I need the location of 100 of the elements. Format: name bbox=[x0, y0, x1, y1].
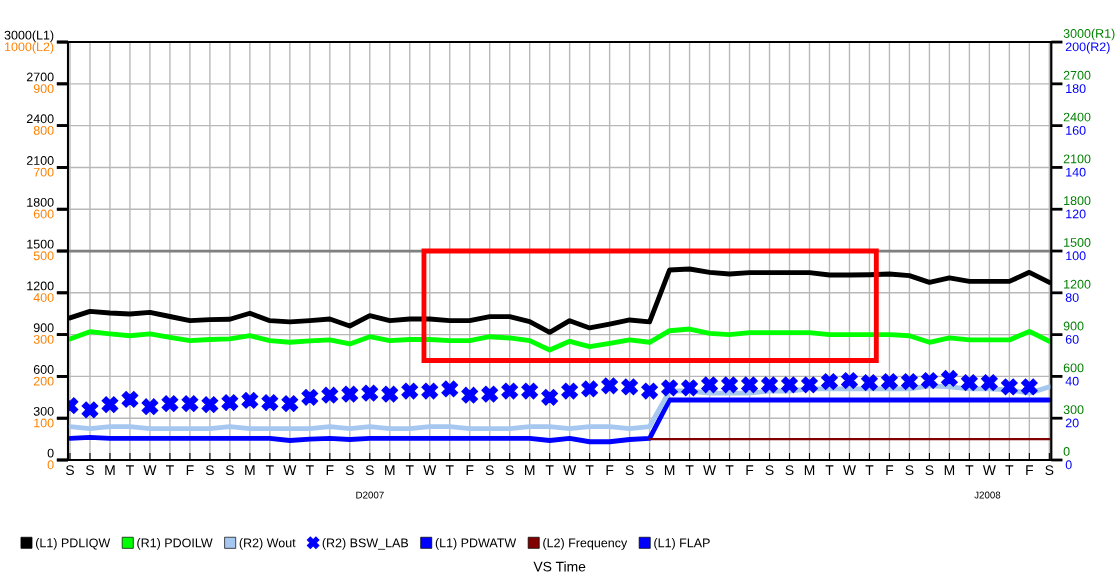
text: VS Time bbox=[533, 561, 586, 572]
x-tick-label: T bbox=[265, 465, 274, 475]
x-tick-label: S bbox=[225, 465, 234, 476]
y-tick-label: 600 bbox=[33, 365, 54, 374]
x-tick-label: F bbox=[186, 465, 194, 475]
text: 2700 bbox=[1063, 70, 1091, 80]
x-tick-label: S bbox=[785, 465, 794, 476]
x-tick-label: F bbox=[886, 465, 894, 475]
x-tick-label: M bbox=[245, 465, 255, 475]
y-tick-label: 2100 bbox=[26, 156, 54, 165]
x-tick-label: T bbox=[545, 465, 554, 475]
legend-label: (L1) PDLIQW bbox=[36, 538, 111, 550]
x-tick-label: S bbox=[1045, 465, 1054, 476]
y2-tick-label: 200(R2) bbox=[1065, 42, 1110, 54]
y-tick-label: 0 bbox=[47, 448, 54, 458]
x-tick-label: T bbox=[305, 465, 314, 475]
text: J2008 bbox=[974, 491, 1001, 499]
y3-tick-label: 1000(L2) bbox=[5, 42, 54, 54]
y-tick-label: 1500 bbox=[27, 239, 54, 249]
y-tick-label: 3000(L1) bbox=[4, 30, 54, 43]
x-tick-label: W bbox=[982, 465, 996, 475]
x-tick-label: F bbox=[606, 465, 614, 475]
text: 1200 bbox=[1064, 279, 1091, 289]
x-tick-label: S bbox=[205, 465, 214, 476]
y2-tick-label: 140 bbox=[1066, 167, 1086, 177]
y3-tick-label: 500 bbox=[33, 251, 54, 261]
x-tick-label: S bbox=[645, 465, 654, 476]
x-tick-label: S bbox=[485, 465, 494, 476]
y-tick-label: 900 bbox=[33, 323, 54, 333]
legend-label: (L2) Frequency bbox=[543, 538, 628, 550]
x-tick-label: S bbox=[905, 465, 914, 476]
x-tick-label: W bbox=[842, 465, 856, 475]
y2-tick-label: 120 bbox=[1066, 209, 1086, 219]
x-tick-label: T bbox=[685, 465, 694, 475]
text: 2100 bbox=[1063, 154, 1091, 164]
text: 900 bbox=[1063, 321, 1084, 331]
x-tick-label: S bbox=[365, 465, 374, 476]
y-tick-label: 1800 bbox=[27, 197, 54, 207]
x-tick-label: M bbox=[525, 465, 535, 475]
y2-tick-label: 0 bbox=[1065, 460, 1072, 470]
y2-tick-label: 180 bbox=[1066, 84, 1086, 94]
legend-label: (R2) BSW_LAB bbox=[322, 538, 409, 550]
x-tick-label: T bbox=[405, 465, 414, 475]
x-tick-label: F bbox=[466, 465, 474, 475]
x-tick-label: M bbox=[944, 465, 955, 475]
x-tick-label: S bbox=[65, 465, 74, 476]
y3-tick-label: 700 bbox=[33, 167, 54, 177]
text: 0 bbox=[1063, 447, 1070, 456]
y2-tick-label: 40 bbox=[1065, 376, 1079, 386]
x-tick-label: M bbox=[105, 465, 115, 475]
y2-tick-label: 60 bbox=[1065, 334, 1079, 344]
x-tick-label: T bbox=[126, 465, 134, 475]
text: 1800 bbox=[1064, 196, 1091, 206]
x-tick-label: T bbox=[825, 465, 834, 475]
y2-tick-label: 100 bbox=[1066, 251, 1086, 261]
y3-tick-label: 100 bbox=[34, 418, 54, 428]
x-tick-label: W bbox=[283, 465, 297, 475]
x-tick-label: W bbox=[423, 465, 437, 475]
x-tick-label: W bbox=[703, 465, 717, 475]
x-tick-label: T bbox=[865, 465, 874, 475]
legend-label: (R2) Wout bbox=[239, 538, 296, 550]
x-tick-label: S bbox=[505, 465, 514, 476]
x-tick-label: M bbox=[385, 465, 395, 475]
text: 1500 bbox=[1064, 238, 1091, 247]
x-tick-label: W bbox=[563, 465, 577, 475]
y3-tick-label: 400 bbox=[33, 293, 54, 302]
x-tick-label: T bbox=[585, 465, 594, 475]
y3-tick-label: 200 bbox=[33, 376, 54, 386]
text: 300 bbox=[1063, 405, 1084, 415]
y-tick-label: 2400 bbox=[26, 114, 54, 124]
y3-tick-label: 800 bbox=[33, 125, 54, 135]
y-tick-label: 300 bbox=[33, 406, 54, 416]
legend-label: (L1) PDWATW bbox=[435, 538, 517, 550]
x-tick-label: F bbox=[326, 465, 334, 475]
legend-label: (L1) FLAP bbox=[654, 538, 710, 550]
x-tick-label: F bbox=[1026, 465, 1034, 475]
y-tick-label: 2700 bbox=[26, 72, 54, 82]
x-tick-label: T bbox=[445, 465, 454, 475]
x-tick-label: S bbox=[345, 465, 354, 476]
x-tick-label: M bbox=[804, 465, 815, 475]
y-tick-label: 1200 bbox=[27, 281, 54, 291]
text: 3000(R1) bbox=[1063, 28, 1115, 41]
text: D2007 bbox=[356, 491, 384, 499]
x-tick-label: T bbox=[1005, 465, 1014, 475]
x-tick-label: T bbox=[965, 465, 974, 475]
x-tick-label: S bbox=[85, 465, 94, 476]
x-tick-label: F bbox=[746, 465, 754, 475]
x-tick-label: T bbox=[725, 465, 734, 475]
x-tick-label: S bbox=[765, 465, 774, 476]
y2-tick-label: 80 bbox=[1065, 293, 1079, 302]
legend-label: (R1) PDOILW bbox=[137, 538, 213, 550]
y2-tick-label: 160 bbox=[1066, 125, 1086, 135]
x-tick-label: S bbox=[925, 465, 934, 476]
y2-tick-label: 20 bbox=[1065, 418, 1079, 428]
text: 2400 bbox=[1063, 112, 1091, 122]
x-tick-label: W bbox=[143, 465, 157, 475]
x-tick-label: T bbox=[165, 465, 174, 475]
x-tick-label: S bbox=[625, 465, 634, 476]
x-tick-label: M bbox=[664, 465, 675, 475]
text: 600 bbox=[1063, 363, 1084, 373]
